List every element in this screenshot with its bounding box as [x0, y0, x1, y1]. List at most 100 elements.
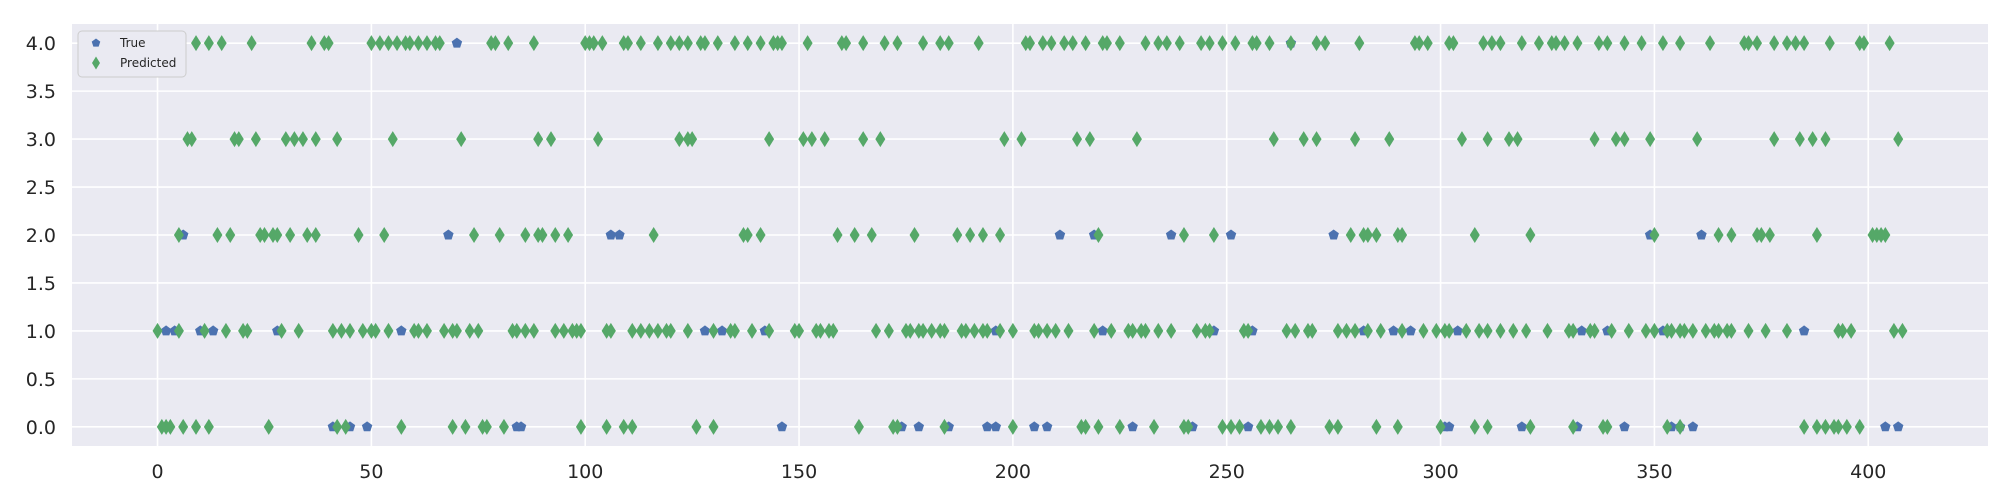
true-point: [1054, 229, 1066, 240]
true-point: [982, 421, 993, 432]
predicted-point: [1769, 131, 1780, 148]
predicted-point: [1174, 35, 1185, 52]
y-tick-label: 2.5: [26, 177, 56, 199]
predicted-point: [1679, 322, 1690, 339]
predicted-point: [1397, 227, 1408, 243]
predicted-point: [272, 227, 283, 243]
predicted-point: [1760, 322, 1771, 339]
true-point: [443, 229, 454, 240]
predicted-point: [1354, 35, 1365, 52]
predicted-point: [310, 131, 321, 148]
true-point: [1405, 325, 1416, 336]
predicted-point: [332, 131, 343, 148]
predicted-point: [601, 418, 612, 435]
predicted-point: [1504, 131, 1514, 148]
predicted-point: [1042, 322, 1053, 339]
true-point: [1328, 229, 1339, 240]
predicted-point: [1131, 131, 1142, 148]
predicted-point: [1341, 322, 1352, 339]
true-point: [1242, 421, 1254, 432]
predicted-point: [1007, 418, 1018, 435]
predicted-point: [1311, 131, 1322, 148]
predicted-point: [336, 322, 347, 339]
predicted-point: [537, 227, 548, 243]
predicted-point: [323, 35, 334, 52]
predicted-point: [1495, 322, 1506, 339]
predicted-point: [289, 131, 300, 148]
predicted-point: [1551, 35, 1562, 52]
predicted-point: [1713, 227, 1724, 243]
predicted-point: [165, 418, 176, 435]
predicted-point: [1820, 131, 1831, 148]
predicted-point: [883, 322, 894, 339]
predicted-point: [708, 418, 719, 435]
predicted-point: [742, 35, 753, 52]
true-point: [1880, 421, 1891, 432]
predicted-point: [280, 131, 291, 148]
predicted-point: [1884, 35, 1895, 52]
predicted-point: [939, 418, 950, 435]
predicted-point: [276, 322, 287, 339]
predicted-point: [220, 322, 231, 339]
predicted-point: [1431, 322, 1442, 339]
predicted-point: [1264, 35, 1275, 52]
predicted-point: [729, 322, 740, 339]
predicted-point: [1290, 322, 1301, 339]
predicted-point: [1101, 35, 1112, 52]
predicted-point: [806, 131, 817, 148]
predicted-point: [1675, 35, 1686, 52]
predicted-point: [875, 131, 886, 148]
predicted-point: [327, 322, 338, 339]
predicted-point: [622, 35, 633, 52]
predicted-point: [995, 322, 1006, 339]
legend: True Predicted: [77, 30, 187, 78]
predicted-point: [1196, 35, 1207, 52]
predicted-point: [1756, 227, 1767, 243]
predicted-point: [1178, 227, 1189, 243]
predicted-point: [383, 35, 394, 52]
predicted-point: [421, 35, 432, 52]
predicted-point: [973, 35, 984, 52]
true-point: [1576, 325, 1587, 336]
predicted-point: [952, 227, 963, 243]
y-tick-label: 4.0: [26, 33, 56, 55]
predicted-point: [742, 227, 753, 243]
predicted-point: [473, 322, 484, 339]
predicted-point: [332, 418, 343, 435]
predicted-point: [447, 418, 458, 435]
predicted-point: [494, 227, 505, 243]
predicted-point: [1606, 322, 1617, 339]
predicted-point: [370, 322, 381, 339]
predicted-point: [1243, 322, 1254, 339]
y-tick-label: 1.5: [26, 273, 56, 295]
predicted-point: [935, 35, 946, 52]
predicted-point: [764, 131, 775, 148]
predicted-point: [1769, 35, 1780, 52]
predicted-point: [687, 131, 698, 148]
predicted-point: [1781, 35, 1792, 52]
predicted-point: [1525, 227, 1536, 243]
y-tick-label: 3.5: [26, 81, 56, 103]
predicted-point: [558, 322, 569, 339]
predicted-point: [1713, 322, 1724, 339]
predicted-point: [618, 418, 629, 435]
predicted-point: [546, 131, 556, 148]
predicted-point: [434, 35, 445, 52]
predicted-point: [421, 322, 432, 339]
predicted-point: [1063, 322, 1074, 339]
predicted-point: [1183, 418, 1194, 435]
predicted-point: [1285, 35, 1296, 52]
predicted-point: [1516, 35, 1527, 52]
predicted-point: [1572, 35, 1583, 52]
predicted-point: [263, 418, 274, 435]
predicted-point: [404, 35, 415, 52]
true-point: [605, 229, 617, 240]
predicted-point: [310, 227, 321, 243]
predicted-point: [533, 131, 544, 148]
predicted-point: [1350, 322, 1361, 339]
predicted-point: [1114, 35, 1125, 52]
predicted-point: [969, 322, 980, 339]
predicted-point: [1037, 35, 1048, 52]
predicted-point: [1059, 35, 1070, 52]
